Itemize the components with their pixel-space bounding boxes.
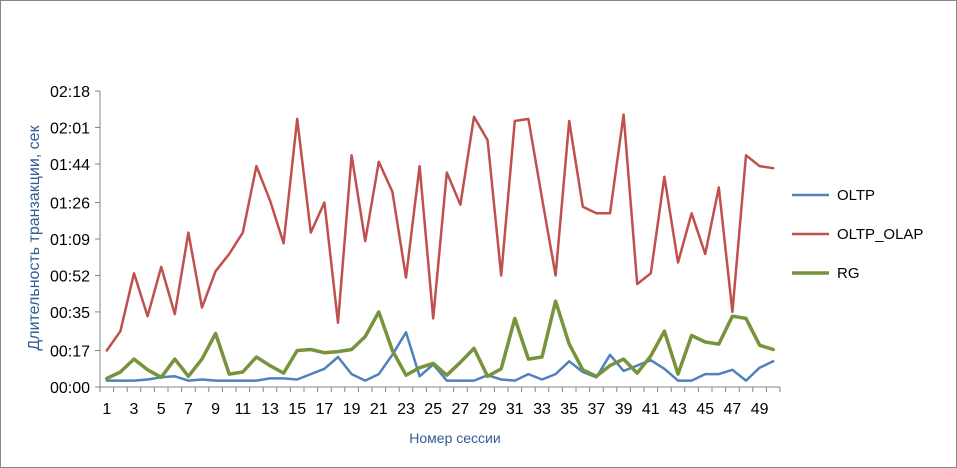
x-axis-title: Номер сессии: [409, 430, 500, 446]
x-tick-label: 19: [343, 401, 361, 418]
x-tick-label: 41: [642, 401, 660, 418]
x-ticks: 1 3 5 7 9 11 13 15 17 19 21 23 25 27 29 31 33 35 37 39 41 43 4…: [99, 387, 781, 418]
series-lines: [105, 113, 775, 382]
series-line-oltp-olap: [105, 113, 775, 352]
x-tick-label: 21: [370, 401, 388, 418]
series-line-rg: [105, 299, 775, 381]
x-tick-label: 49: [751, 401, 769, 418]
x-tick-label: 37: [588, 401, 606, 418]
legend: OLTP OLTP_OLAP RG: [792, 187, 923, 282]
x-tick-label: 47: [724, 401, 742, 418]
series-line-oltp: [105, 331, 775, 382]
axes: [99, 91, 780, 388]
x-tick-label: 15: [288, 401, 306, 418]
x-tick-label: 17: [316, 401, 334, 418]
x-tick-label: 27: [452, 401, 470, 418]
x-tick-label: 1: [102, 401, 111, 418]
x-tick-label: 45: [696, 401, 714, 418]
x-tick-label: 43: [669, 401, 687, 418]
x-tick-label: 25: [424, 401, 442, 418]
legend-label-oltp: OLTP: [837, 187, 875, 204]
y-axis-title-group: Длительность транзакции, сек: [26, 124, 43, 350]
legend-label-rg: RG: [837, 265, 860, 282]
y-tick-label: 00:52: [50, 268, 90, 285]
x-tick-label: 5: [157, 401, 166, 418]
legend-label-oltp-olap: OLTP_OLAP: [837, 226, 923, 243]
y-tick-label: 01:09: [50, 232, 90, 249]
x-tick-label: 35: [560, 401, 578, 418]
y-tick-label: 02:18: [50, 84, 90, 101]
x-tick-label: 13: [261, 401, 279, 418]
x-tick-label: 9: [211, 401, 220, 418]
x-tick-label: 11: [234, 401, 251, 418]
x-tick-label: 33: [533, 401, 551, 418]
x-tick-label: 31: [506, 401, 524, 418]
y-tick-label: 01:44: [50, 157, 90, 174]
y-tick-label: 02:01: [50, 120, 90, 137]
x-tick-label: 23: [397, 401, 415, 418]
y-ticks: 00:00 00:17 00:35 00:52 01:09 01:26 01:44 02:01…: [50, 84, 100, 397]
y-tick-label: 00:35: [50, 305, 90, 322]
y-tick-label: 00:00: [50, 380, 90, 397]
x-tick-label: 29: [479, 401, 497, 418]
x-tick-label: 39: [615, 401, 633, 418]
x-tick-label: 7: [184, 401, 193, 418]
y-axis-title: Длительность транзакции, сек: [26, 124, 43, 350]
y-tick-label: 01:26: [50, 196, 90, 213]
y-tick-label: 00:17: [50, 344, 90, 361]
x-tick-label: 3: [130, 401, 139, 418]
